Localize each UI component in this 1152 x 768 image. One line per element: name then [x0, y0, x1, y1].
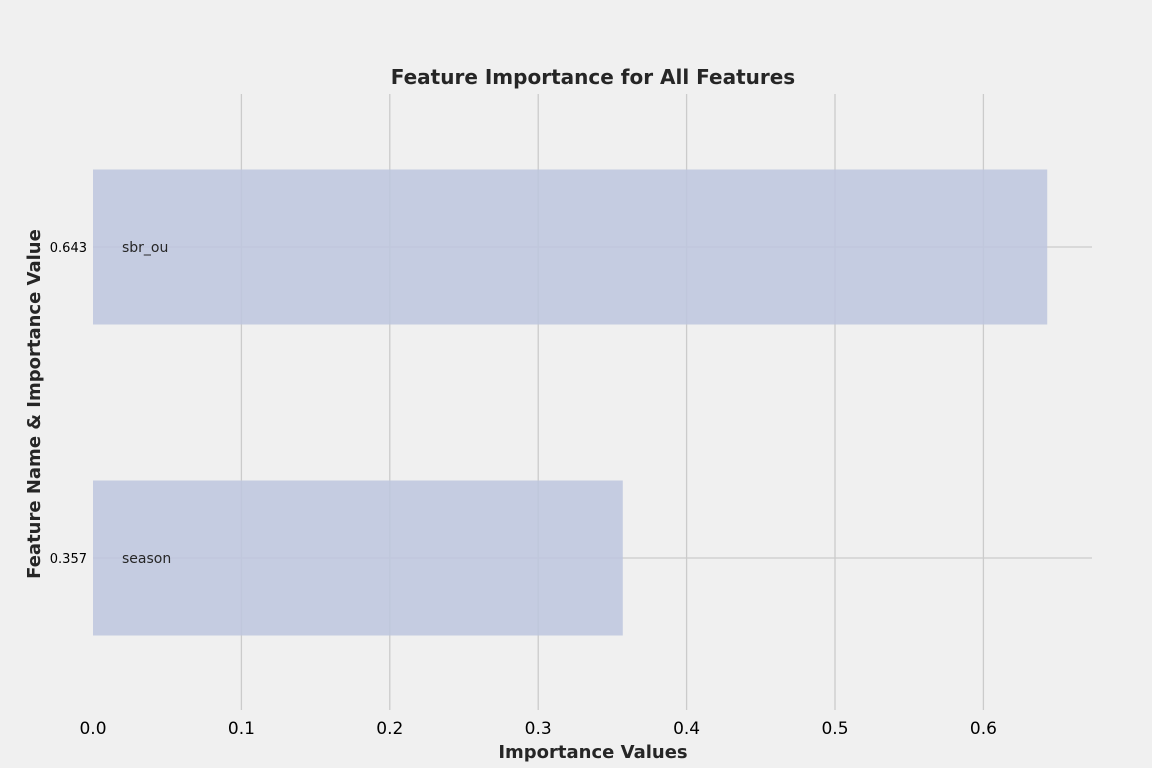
x-tick-label: 0.4 [673, 719, 700, 739]
x-tick-label: 0.1 [228, 719, 255, 739]
x-tick-label: 0.6 [970, 719, 997, 739]
text-layer: 0.0 0.1 0.2 0.3 0.4 0.5 0.6 0.643 sbr_ou 0.357 sea… [50, 240, 997, 739]
y-tick-label: 0.357 [50, 552, 87, 567]
x-tick-label: 0.0 [79, 719, 106, 739]
x-tick-label: 0.2 [376, 719, 403, 739]
chart-title: Feature Importance for All Features [391, 65, 795, 89]
y-tick-label: 0.643 [50, 241, 87, 256]
bar-layer [93, 169, 1048, 636]
y-axis-label: Feature Name & Importance Value [24, 229, 45, 579]
bar [93, 169, 1048, 325]
x-tick-label: 0.3 [525, 719, 552, 739]
x-tick-label: 0.5 [821, 719, 848, 739]
bar [93, 480, 623, 636]
x-axis-label: Importance Values [498, 742, 687, 763]
bar-feature-label: season [122, 551, 171, 567]
bar-feature-label: sbr_ou [122, 240, 168, 256]
